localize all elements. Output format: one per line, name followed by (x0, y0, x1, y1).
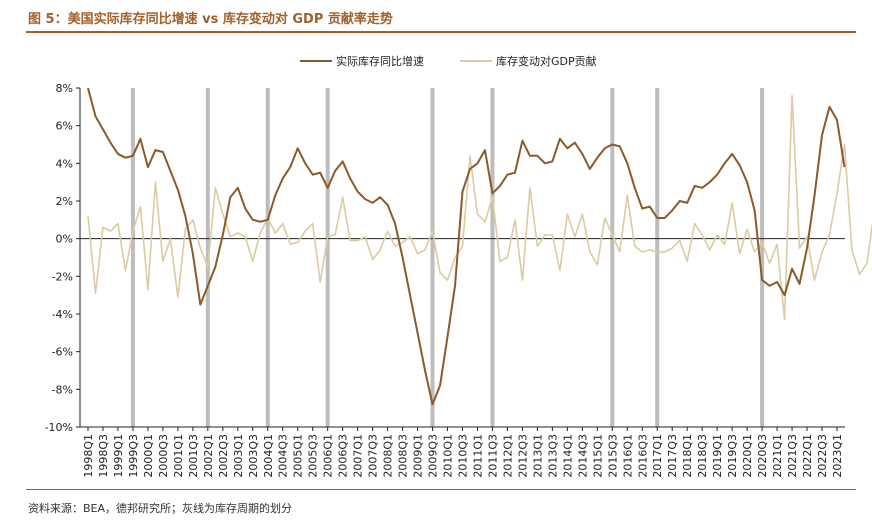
x-tick-label: 2014Q1 (561, 434, 574, 478)
y-tick-label: -10% (45, 421, 73, 434)
x-tick-label: 2011Q1 (471, 434, 484, 478)
x-tick-label: 2021Q1 (771, 434, 784, 478)
x-tick-label: 2008Q3 (397, 434, 410, 478)
x-tick-label: 2019Q3 (726, 434, 739, 478)
x-tick-label: 2012Q3 (516, 434, 529, 478)
x-tick-label: 2020Q3 (756, 434, 769, 478)
x-tick-label: 2018Q1 (681, 434, 694, 478)
x-tick-label: 2016Q3 (636, 434, 649, 478)
x-tick-label: 2022Q3 (816, 434, 829, 478)
x-tick-label: 2004Q1 (262, 434, 275, 478)
y-tick-label: 6% (56, 120, 73, 133)
x-tick-label: 2012Q1 (501, 434, 514, 478)
legend-label-2: 库存变动对GDP贡献 (496, 54, 597, 68)
x-tick-label: 2003Q1 (232, 434, 245, 478)
x-tick-label: 2000Q1 (142, 434, 155, 478)
figure-title: 图 5：美国实际库存同比增速 vs 库存变动对 GDP 贡献率走势 (28, 12, 393, 27)
x-tick-label: 1998Q3 (97, 434, 110, 478)
y-tick-label: 2% (56, 195, 73, 208)
x-tick-label: 2006Q1 (322, 434, 335, 478)
x-tick-label: 2020Q1 (741, 434, 754, 478)
x-tick-label: 2007Q3 (367, 434, 380, 478)
cycle-lines (130, 88, 765, 427)
x-tick-label: 2009Q3 (427, 434, 440, 478)
x-tick-label: 2004Q3 (277, 434, 290, 478)
footer-rule (26, 489, 856, 490)
x-tick-label: 1998Q1 (82, 434, 95, 478)
x-tick-label: 2000Q3 (157, 434, 170, 478)
x-tick-label: 2011Q3 (486, 434, 499, 478)
series-line-2 (87, 94, 872, 321)
x-tick-label: 2002Q1 (202, 434, 215, 478)
x-tick-label: 2005Q3 (307, 434, 320, 478)
legend: 实际库存同比增速 库存变动对GDP贡献 (300, 54, 597, 68)
y-tick-label: -4% (52, 308, 73, 321)
x-tick-label: 2022Q1 (801, 434, 814, 478)
legend-label-1: 实际库存同比增速 (336, 54, 424, 68)
x-tick-label: 2003Q3 (247, 434, 260, 478)
x-tick-label: 1999Q1 (112, 434, 125, 478)
x-tick-label: 2015Q3 (606, 434, 619, 478)
y-tick-label: 8% (56, 82, 73, 95)
x-tick-label: 2010Q3 (457, 434, 470, 478)
y-tick-label: 0% (56, 233, 73, 246)
x-tick-label: 2023Q1 (831, 434, 844, 478)
source-note: 资料来源：BEA，德邦研究所；灰线为库存周期的划分 (28, 502, 293, 515)
x-tick-label: 2015Q1 (591, 434, 604, 478)
x-tick-label: 2008Q1 (382, 434, 395, 478)
x-tick-label: 2014Q3 (576, 434, 589, 478)
x-tick-label: 2016Q1 (621, 434, 634, 478)
x-tick-label: 2019Q1 (711, 434, 724, 478)
x-tick-label: 2009Q1 (412, 434, 425, 478)
x-tick-label: 2018Q3 (696, 434, 709, 478)
title-rule (26, 31, 856, 33)
y-tick-label: -8% (52, 383, 73, 396)
x-tick-label: 1999Q3 (127, 434, 140, 478)
series-line-1 (87, 87, 846, 406)
x-tick-label: 2001Q3 (187, 434, 200, 478)
x-tick-label: 2010Q1 (442, 434, 455, 478)
y-tick-label: -6% (52, 346, 73, 359)
x-tick-label: 2001Q1 (172, 434, 185, 478)
x-tick-label: 2013Q3 (546, 434, 559, 478)
x-tick-label: 2005Q1 (292, 434, 305, 478)
x-tick-label: 2017Q1 (651, 434, 664, 478)
x-tick-label: 2021Q3 (786, 434, 799, 478)
x-tick-label: 2002Q3 (217, 434, 230, 478)
x-tick-label: 2006Q3 (337, 434, 350, 478)
x-tick-label: 2017Q3 (666, 434, 679, 478)
series-group (87, 87, 872, 406)
x-tick-label: 2013Q1 (531, 434, 544, 478)
y-tick-label: -2% (52, 270, 73, 283)
x-tick-label: 2007Q1 (352, 434, 365, 478)
axes: 8%6%4%2%0%-2%-4%-6%-8%-10%1998Q1 1998Q3 19… (45, 82, 845, 478)
y-tick-label: 4% (56, 157, 73, 170)
